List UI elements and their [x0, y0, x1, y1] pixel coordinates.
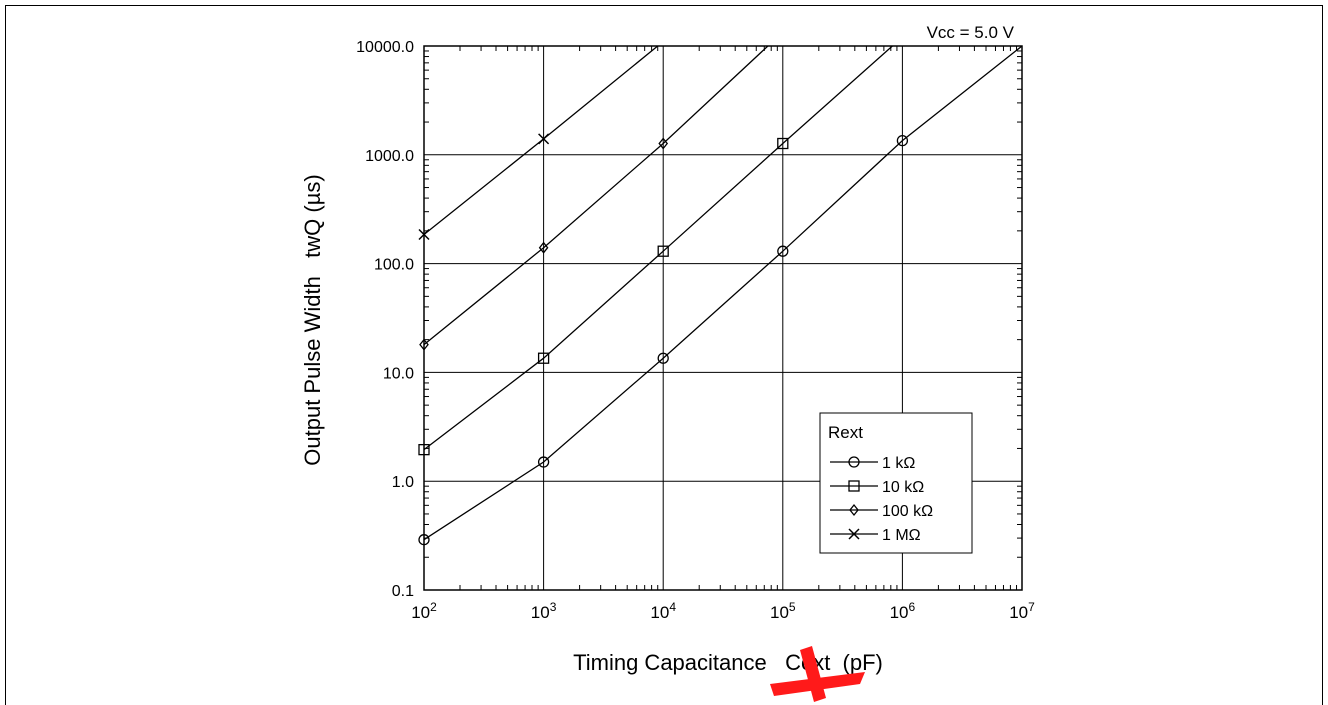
data-point-marker: [777, 245, 789, 257]
watermark-stroke: [800, 646, 826, 702]
legend-label: 1 kΩ: [882, 455, 915, 472]
legend-label: 100 kΩ: [882, 503, 933, 520]
data-point-marker: [658, 137, 669, 150]
data-point-marker: [418, 534, 430, 546]
y-tick-label: 1000.0: [365, 148, 414, 165]
red-cross-watermark: [770, 646, 865, 702]
y-tick-label: 0.1: [392, 583, 414, 600]
legend-marker: [848, 480, 860, 492]
series-line: [423, 45, 1023, 541]
y-tick-label: 10.0: [383, 365, 414, 382]
x-tick-label: 106: [890, 600, 916, 622]
x-tick-label: 107: [1009, 600, 1035, 622]
y-tick-labels: 0.1 1.0 10.0 100.0 1000.0 10000.0: [356, 39, 414, 600]
y-tick-label: 1.0: [392, 474, 414, 491]
figure-frame: [5, 5, 1323, 705]
legend: Rext 1 kΩ 10 kΩ 100 kΩ 1 MΩ: [819, 412, 973, 554]
x-tick-label: 105: [770, 600, 796, 622]
x-axis-title: Timing Capacitance Cext (pF): [573, 650, 883, 675]
data-point-marker: [777, 137, 789, 150]
data-point-marker: [418, 229, 430, 241]
vcc-annotation: Vcc = 5.0 V: [927, 23, 1015, 42]
data-point-marker: [657, 352, 669, 364]
legend-marker: [848, 528, 860, 540]
legend-marker: [848, 456, 860, 468]
data-point-marker: [538, 133, 550, 145]
data-point-marker: [537, 456, 550, 468]
legend-title: Rext: [828, 423, 863, 442]
legend-label: 1 MΩ: [882, 527, 921, 544]
series-line: [423, 45, 659, 236]
series-line: [423, 45, 893, 451]
plot-area: [423, 45, 1023, 591]
y-tick-label: 100.0: [374, 257, 414, 274]
data-point-marker: [418, 443, 430, 456]
legend-box: [819, 412, 973, 554]
data-point-marker: [657, 245, 669, 257]
y-axis-title: Output Pulse Width twQ (µs): [300, 174, 325, 465]
minor-ticks: [424, 46, 1022, 590]
series-line: [423, 45, 769, 346]
x-tick-label: 102: [411, 600, 437, 622]
data-point-marker: [896, 134, 909, 147]
data-point-marker: [419, 338, 429, 351]
x-tick-labels: 102 103 104 105 106 107: [411, 600, 1035, 622]
y-tick-label: 10000.0: [356, 39, 414, 56]
data-point-marker: [538, 241, 549, 254]
legend-marker: [849, 503, 859, 517]
data-point-marker: [537, 352, 550, 364]
x-tick-label: 104: [650, 600, 676, 622]
series-layer: [418, 45, 1023, 546]
x-tick-label: 103: [531, 600, 557, 622]
legend-label: 10 kΩ: [882, 479, 924, 496]
